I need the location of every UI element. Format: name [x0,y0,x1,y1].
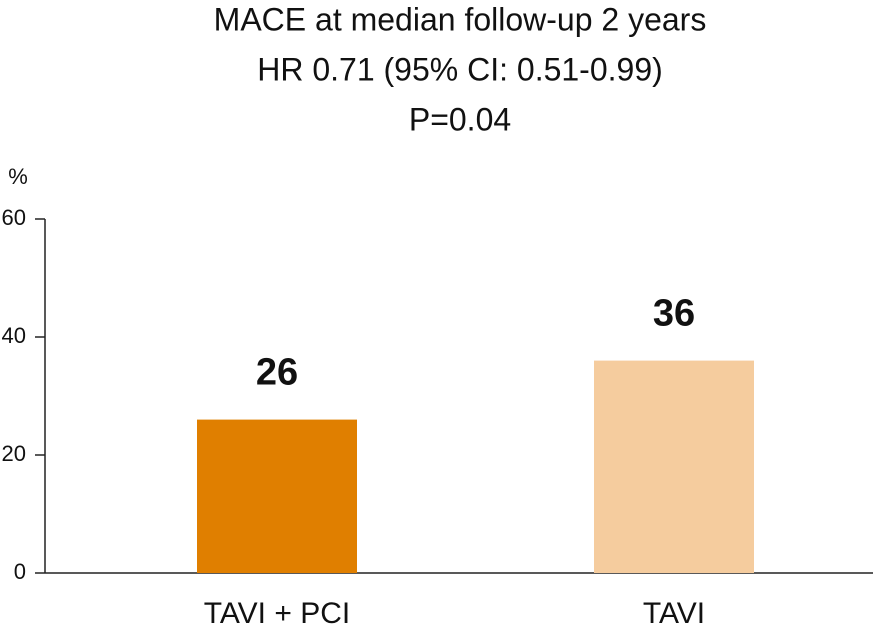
data-label: 26 [256,352,298,394]
x-tick-label: TAVI + PCI [204,597,350,630]
chart-title: MACE at median follow-up 2 years [214,1,707,37]
chart-subtitle: HR 0.71 (95% CI: 0.51-0.99) [257,51,663,87]
y-axis-label: % [8,164,28,189]
y-tick-label: 60 [2,205,26,230]
bar [594,360,754,573]
chart-subtitle: P=0.04 [409,101,511,137]
x-tick-label: TAVI [643,597,705,630]
data-label: 36 [653,293,695,335]
y-tick-label: 0 [14,559,26,584]
y-tick-label: 20 [2,441,26,466]
bar [197,419,357,573]
y-tick-label: 40 [2,323,26,348]
